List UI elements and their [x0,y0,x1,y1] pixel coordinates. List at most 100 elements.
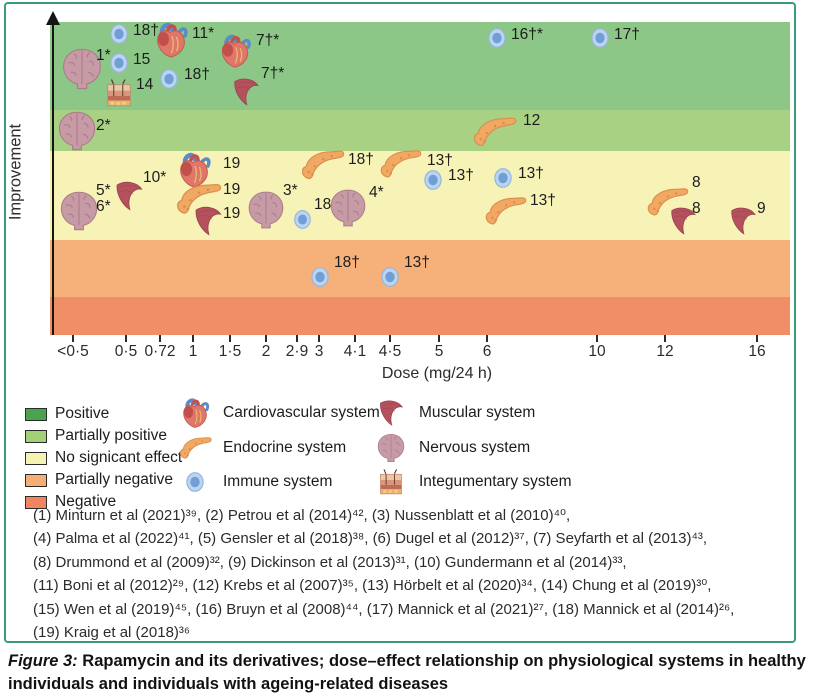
caption-figure-number: Figure 3: [8,652,78,670]
marker-label: 9 [757,200,766,217]
marker-nervous-icon [55,109,99,153]
legend-swatch-positive [25,407,47,421]
x-tick-label-16: 16 [748,343,766,360]
x-tick-0-5 [72,335,74,342]
legend-system-row-nervous: Nervous system [372,431,571,466]
caption-line-1: Figure 3: Rapamycin and its derivatives;… [8,650,806,673]
marker-immune-icon [107,51,131,75]
endocrine-icon [177,430,213,466]
marker-immune-icon [107,22,131,46]
reference-line: (15) Wen et al (2019)⁴⁵, (16) Bruyn et a… [33,600,735,618]
reference-line: (19) Kraig et al (2018)³⁶ [33,624,191,642]
legend-system-icon-box [372,396,410,430]
marker-cardiovascular-icon [151,20,191,60]
y-axis-label: Improvement [6,123,25,221]
x-tick-4-5 [389,335,391,342]
legend-system-row-muscular: Muscular system [372,396,571,431]
nervous-icon [375,432,407,464]
marker-endocrine-icon [377,141,423,187]
marker-label: 13† [404,254,430,271]
marker-label: 18† [334,254,360,271]
marker-label: 3* [283,182,298,199]
marker-label: 8 [692,200,701,217]
legend-system-icon-box [176,465,214,499]
marker-cardiovascular-icon [216,32,254,70]
marker-label: 19 [223,155,241,172]
marker-label: 2* [96,117,111,134]
legend-color-label: Positive [55,405,110,422]
marker-label: 18† [348,151,374,168]
reference-list: (1) Minturn et al (2021)³⁹, (2) Petrou e… [33,504,795,644]
legend-system-label: Integumentary system [419,473,572,491]
marker-label: 18† [184,66,210,83]
x-tick-label-3: 3 [314,343,324,360]
muscular-icon [376,398,406,428]
marker-label: 8 [692,174,701,191]
x-tick-4-1 [354,335,356,342]
x-tick-label-5: 5 [434,343,444,360]
marker-label: 12 [523,112,541,129]
marker-label: 17† [614,26,640,43]
x-tick-label-0-72: 0·72 [144,343,176,360]
legend-system-icon-box [176,396,214,430]
legend-system-label: Endocrine system [223,438,347,456]
marker-immune-icon [157,67,181,91]
cardiovascular-icon [178,396,212,430]
marker-label: 19 [223,181,241,198]
marker-label: 16†* [511,26,543,43]
x-tick-3 [318,335,320,342]
marker-immune-icon [485,26,509,50]
legend-color-label: Partially negative [55,471,174,488]
legend-color-label: Partially positive [55,427,167,444]
legend-color-row: Partially positive [25,425,182,447]
marker-nervous-icon [327,187,369,229]
legend-system-label: Immune system [223,473,333,491]
marker-label: 19 [223,205,241,222]
marker-label: 13† [518,165,544,182]
caption-line-2: individuals and individuals with ageing-… [8,674,449,693]
marker-immune-icon [378,265,402,289]
legend-system-label: Nervous system [419,438,531,456]
reference-line: (1) Minturn et al (2021)³⁹, (2) Petrou e… [33,507,571,524]
x-tick-16 [756,335,758,342]
reference-line: (8) Drummond et al (2009)³², (9) Dickins… [33,553,627,571]
marker-label: 1* [96,47,111,64]
x-tick-label-4-5: 4·5 [378,343,402,360]
immune-icon [183,470,207,494]
legend-system-row-integumentary: Integumentary system [372,465,571,500]
legend-system-row-cardiovascular: Cardiovascular system [176,396,380,431]
x-tick-10 [596,335,598,342]
legend-swatch-partially-negative [25,473,47,487]
x-tick-label-1: 1 [188,343,198,360]
legend-swatch-negative [25,495,47,509]
y-axis-arrow-icon [46,11,60,25]
legend-swatch-partially-positive [25,429,47,443]
marker-label: 10* [143,169,167,186]
marker-label: 14 [136,76,154,93]
marker-nervous-icon [245,189,287,231]
x-tick-label-0-5: 0·5 [114,343,138,360]
band-partially-positive [50,110,790,151]
legend-system-icon-box [372,431,410,465]
x-tick-label-1-5: 1·5 [218,343,242,360]
marker-label: 13† [530,192,556,209]
x-tick-label-10: 10 [588,343,606,360]
legend-color-row: Negative [25,491,182,513]
marker-label: 7†* [256,32,280,49]
marker-label: 15 [133,51,151,68]
x-tick-1 [192,335,194,342]
effect-color-legend: Positive Partially positive No signicant e… [25,403,182,513]
y-axis-line [52,22,54,335]
x-tick-2-9 [296,335,298,342]
marker-nervous-icon [57,189,101,233]
marker-endocrine-icon [298,141,346,189]
marker-muscular-icon [112,179,146,213]
caption-text: Rapamycin and its derivatives; dose–effe… [77,652,806,670]
legend-color-row: Positive [25,403,182,425]
marker-endocrine-icon [482,188,528,234]
marker-muscular-icon [727,205,759,237]
x-tick-label-2: 2 [261,343,271,360]
marker-label: 13† [427,152,453,169]
x-tick-12 [664,335,666,342]
